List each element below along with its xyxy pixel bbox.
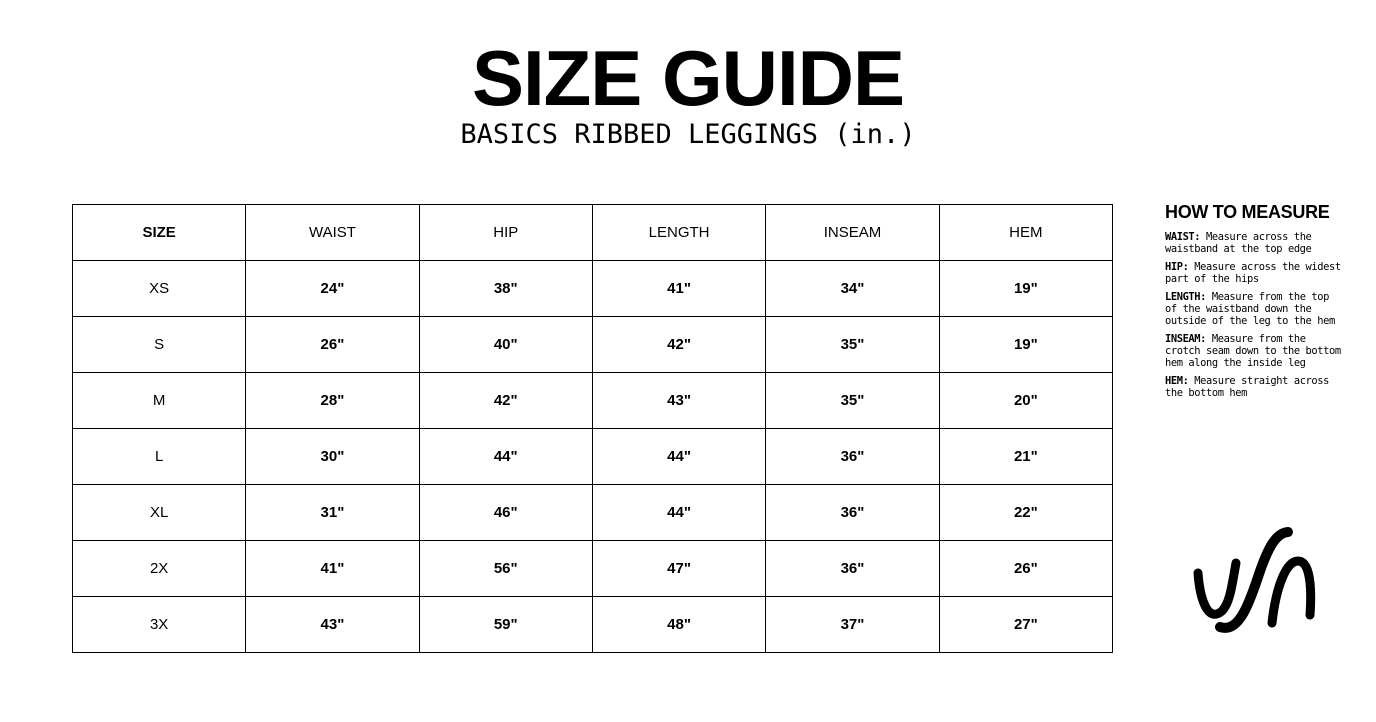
measure-text: Measure across the waistband at the top … xyxy=(1165,231,1312,255)
measure-instruction: LENGTH: Measure from the top of the wais… xyxy=(1165,291,1345,327)
measurement-cell: 26" xyxy=(245,316,420,373)
column-header-waist: WAIST xyxy=(245,204,420,261)
measurement-cell: 42" xyxy=(418,372,593,429)
column-header-hip: HIP xyxy=(418,204,593,261)
size-table: SIZE WAIST HIP LENGTH INSEAM HEM XS 24" 38" 41" 3… xyxy=(71,204,1114,653)
measurement-cell: 30" xyxy=(245,428,420,485)
measurement-cell: 31" xyxy=(245,484,420,541)
measurement-cell: 21" xyxy=(938,428,1114,485)
measurement-cell: 28" xyxy=(245,372,420,429)
table-row: L 30" 44" 44" 36" 21" xyxy=(71,428,1114,485)
table-row: 3X 43" 59" 48" 37" 27" xyxy=(71,596,1114,653)
measurement-cell: 26" xyxy=(938,540,1114,597)
measurement-cell: 44" xyxy=(591,484,767,541)
table-row: S 26" 40" 42" 35" 19" xyxy=(71,316,1114,373)
measure-label: LENGTH: xyxy=(1165,291,1206,303)
measurement-cell: 22" xyxy=(938,484,1114,541)
measurement-cell: 44" xyxy=(591,428,767,485)
measurement-cell: 34" xyxy=(765,260,940,317)
column-header-size: SIZE xyxy=(71,204,247,261)
how-to-measure-panel: HOW TO MEASURE WAIST: Measure across the… xyxy=(1165,202,1345,405)
measurement-cell: 19" xyxy=(938,260,1114,317)
measurement-cell: 35" xyxy=(765,316,940,373)
measurement-cell: 19" xyxy=(938,316,1114,373)
measurement-cell: 24" xyxy=(245,260,420,317)
table-row: M 28" 42" 43" 35" 20" xyxy=(71,372,1114,429)
measure-instruction: INSEAM: Measure from the crotch seam dow… xyxy=(1165,333,1345,369)
measure-label: WAIST: xyxy=(1165,231,1201,243)
measure-text: Measure from the crotch seam down to the… xyxy=(1165,333,1341,369)
page-subtitle: BASICS RIBBED LEGGINGS (in.) xyxy=(460,119,916,150)
measurement-cell: 36" xyxy=(765,484,940,541)
table-row: XS 24" 38" 41" 34" 19" xyxy=(71,260,1114,317)
measurement-cell: 38" xyxy=(418,260,593,317)
size-label: 3X xyxy=(71,596,247,653)
measurement-cell: 36" xyxy=(765,428,940,485)
measurement-cell: 43" xyxy=(591,372,767,429)
measurement-cell: 41" xyxy=(591,260,767,317)
table-header-row: SIZE WAIST HIP LENGTH INSEAM HEM xyxy=(71,204,1114,261)
measurement-cell: 46" xyxy=(418,484,593,541)
table-row: 2X 41" 56" 47" 36" 26" xyxy=(71,540,1114,597)
measure-text: Measure from the top of the waistband do… xyxy=(1165,291,1335,327)
size-label: S xyxy=(71,316,247,373)
measurement-cell: 59" xyxy=(418,596,593,653)
measure-label: HIP: xyxy=(1165,261,1189,273)
measurement-cell: 40" xyxy=(418,316,593,373)
size-label: XS xyxy=(71,260,247,317)
measure-instruction: HIP: Measure across the widest part of t… xyxy=(1165,261,1345,285)
column-header-inseam: INSEAM xyxy=(765,204,940,261)
measurement-cell: 42" xyxy=(591,316,767,373)
measure-instruction: HEM: Measure straight across the bottom … xyxy=(1165,375,1345,399)
measure-instruction: WAIST: Measure across the waistband at t… xyxy=(1165,231,1345,255)
table-row: XL 31" 46" 44" 36" 22" xyxy=(71,484,1114,541)
measurement-cell: 27" xyxy=(938,596,1114,653)
measurement-cell: 36" xyxy=(765,540,940,597)
measurement-cell: 43" xyxy=(245,596,420,653)
measure-label: HEM: xyxy=(1165,375,1189,387)
measure-label: INSEAM: xyxy=(1165,333,1206,345)
brand-logo-icon xyxy=(1193,527,1316,633)
measurement-cell: 20" xyxy=(938,372,1114,429)
column-header-hem: HEM xyxy=(938,204,1114,261)
size-label: L xyxy=(71,428,247,485)
measurement-cell: 56" xyxy=(418,540,593,597)
size-label: M xyxy=(71,372,247,429)
measurement-cell: 41" xyxy=(245,540,420,597)
size-label: 2X xyxy=(71,540,247,597)
measure-text: Measure across the widest part of the hi… xyxy=(1165,261,1341,285)
how-to-measure-title: HOW TO MEASURE xyxy=(1165,202,1330,222)
measurement-cell: 47" xyxy=(591,540,767,597)
column-header-length: LENGTH xyxy=(591,204,767,261)
page-title: SIZE GUIDE xyxy=(471,34,905,122)
size-label: XL xyxy=(71,484,247,541)
measurement-cell: 48" xyxy=(591,596,767,653)
measurement-cell: 44" xyxy=(418,428,593,485)
measurement-cell: 37" xyxy=(765,596,940,653)
measure-text: Measure straight across the bottom hem xyxy=(1165,375,1329,399)
measurement-cell: 35" xyxy=(765,372,940,429)
